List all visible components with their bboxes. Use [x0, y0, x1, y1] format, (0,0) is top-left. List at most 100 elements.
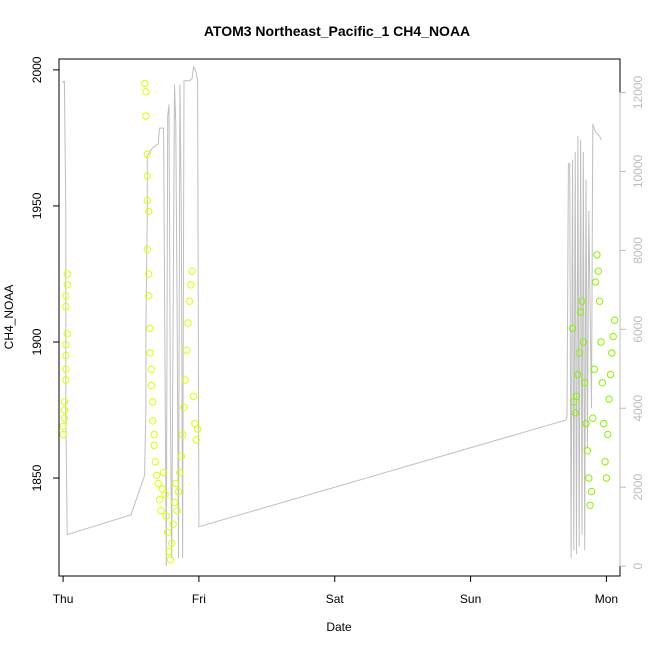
data-point — [181, 376, 190, 384]
data-point — [192, 436, 200, 444]
data-point — [571, 409, 579, 417]
y-tick-label: 1950 — [30, 192, 44, 219]
x-tick-label: Sat — [326, 592, 345, 606]
data-point — [142, 88, 150, 96]
y-tick-label: 1850 — [30, 464, 44, 491]
altitude-line — [62, 65, 602, 567]
data-point — [582, 419, 590, 428]
data-point — [184, 319, 192, 327]
data-point — [162, 512, 171, 520]
data-point — [149, 398, 157, 406]
data-point — [586, 501, 594, 509]
data-point — [572, 392, 581, 401]
altitude-line-layer — [62, 65, 602, 567]
data-point — [60, 406, 69, 414]
data-point — [581, 379, 589, 387]
data-point — [601, 458, 609, 466]
data-point — [155, 496, 164, 504]
data-point — [166, 556, 175, 564]
data-point — [143, 150, 152, 158]
data-point — [59, 430, 67, 439]
data-point — [157, 507, 165, 515]
y-axis-label: CH4_NOAA — [2, 285, 16, 350]
y-axis-right: 0 2000 4000 6000 8000 10000 12000 — [619, 76, 645, 569]
data-point — [147, 381, 156, 390]
data-point — [590, 365, 598, 373]
data-point — [142, 112, 150, 120]
data-point — [176, 468, 184, 477]
data-point — [576, 308, 585, 316]
data-point — [143, 196, 152, 205]
data-point — [151, 458, 160, 466]
y-tick-label: 1900 — [30, 328, 44, 355]
data-point — [165, 547, 173, 556]
data-point — [59, 422, 67, 430]
y2-tick-label: 0 — [631, 562, 645, 569]
y-axis-left: 1850 1900 1950 2000 — [30, 56, 60, 491]
y-tick-label: 2000 — [30, 56, 44, 83]
y2-tick-label: 2000 — [631, 474, 645, 501]
data-point — [146, 349, 154, 357]
data-point — [60, 414, 69, 422]
data-point — [180, 403, 188, 411]
data-point — [604, 430, 612, 439]
data-point — [169, 520, 177, 528]
y2-tick-label: 8000 — [631, 237, 645, 264]
data-point — [159, 468, 168, 477]
data-point — [591, 278, 600, 286]
plot-frame — [58, 58, 621, 577]
data-point — [589, 414, 597, 422]
data-point — [608, 349, 616, 357]
data-point — [62, 365, 70, 373]
data-point — [574, 370, 582, 379]
data-point — [587, 487, 596, 496]
data-point — [575, 349, 583, 357]
data-point — [189, 392, 198, 401]
data-point — [63, 330, 71, 338]
data-point — [145, 207, 153, 216]
data-point — [610, 316, 619, 324]
y2-tick-label: 4000 — [631, 395, 645, 422]
data-point — [188, 267, 196, 275]
points-layer — [59, 79, 619, 564]
data-point — [609, 332, 617, 341]
data-point — [602, 474, 611, 482]
data-point — [605, 395, 613, 403]
data-point — [600, 419, 608, 428]
y2-tick-label: 12000 — [631, 76, 645, 110]
data-point — [187, 281, 195, 289]
data-point — [153, 471, 161, 479]
data-point — [62, 292, 70, 300]
data-point — [578, 297, 586, 305]
data-point — [173, 507, 181, 515]
data-point — [154, 479, 162, 488]
data-point — [62, 376, 70, 384]
data-point — [185, 297, 194, 305]
data-point — [143, 172, 152, 180]
data-point — [172, 479, 180, 488]
data-point — [145, 270, 153, 278]
data-point — [60, 398, 69, 406]
data-point — [146, 324, 154, 333]
data-point — [164, 528, 172, 537]
data-point — [62, 341, 70, 349]
data-point — [593, 251, 601, 259]
data-point — [174, 487, 183, 496]
x-tick-label: Thu — [53, 592, 74, 606]
data-point — [598, 379, 606, 387]
data-point — [178, 430, 187, 439]
y2-tick-label: 10000 — [631, 154, 645, 188]
x-axis: Thu Fri Sat Sun Mon — [53, 575, 618, 606]
x-axis-label: Date — [326, 620, 352, 634]
y2-tick-label: 6000 — [631, 316, 645, 343]
data-point — [606, 370, 615, 379]
data-point — [143, 245, 152, 254]
data-point — [170, 498, 179, 507]
data-point — [63, 281, 71, 289]
data-point — [62, 351, 70, 360]
data-point — [594, 267, 602, 275]
data-point — [595, 297, 604, 305]
x-tick-label: Fri — [192, 592, 206, 606]
data-point — [150, 430, 158, 439]
